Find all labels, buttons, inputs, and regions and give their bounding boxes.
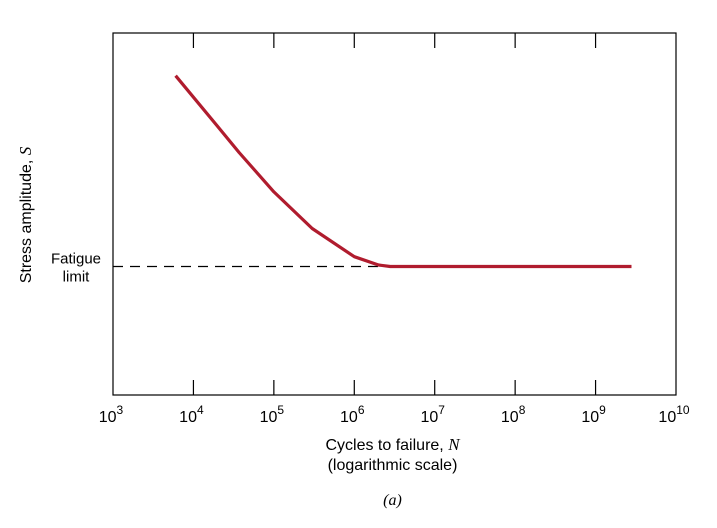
x-tick-labels: 103 104 105 106 107 108 109 1010: [99, 403, 690, 426]
plot-frame: [112, 32, 677, 396]
figure-caption: (a): [383, 492, 402, 509]
x-tick-label-10: 1010: [658, 403, 689, 426]
x-axis-label-scale-note: (logarithmic scale): [328, 457, 458, 474]
x-axis-label-variable: N: [447, 435, 461, 454]
x-tick-label-3: 103: [99, 403, 124, 426]
x-tick-label-4: 104: [179, 403, 204, 426]
y-axis-label: Stress amplitude, S: [16, 146, 35, 283]
x-tick-marks: [192, 33, 597, 395]
fatigue-limit-label-line1: Fatigue: [51, 250, 101, 267]
x-axis-label-text: Cycles to failure,: [325, 437, 448, 454]
x-axis-label: Cycles to failure, N: [325, 435, 461, 454]
x-tick-label-5: 105: [260, 403, 285, 426]
fatigue-limit-label-line2: limit: [63, 268, 90, 285]
series-line: [174, 74, 632, 269]
y-axis-label-variable: S: [16, 146, 35, 155]
x-tick-label-9: 109: [581, 403, 606, 426]
y-axis-label-text: Stress amplitude,: [18, 155, 35, 283]
x-tick-label-6: 106: [340, 403, 365, 426]
x-tick-label-8: 108: [501, 403, 526, 426]
x-tick-label-7: 107: [420, 403, 445, 426]
